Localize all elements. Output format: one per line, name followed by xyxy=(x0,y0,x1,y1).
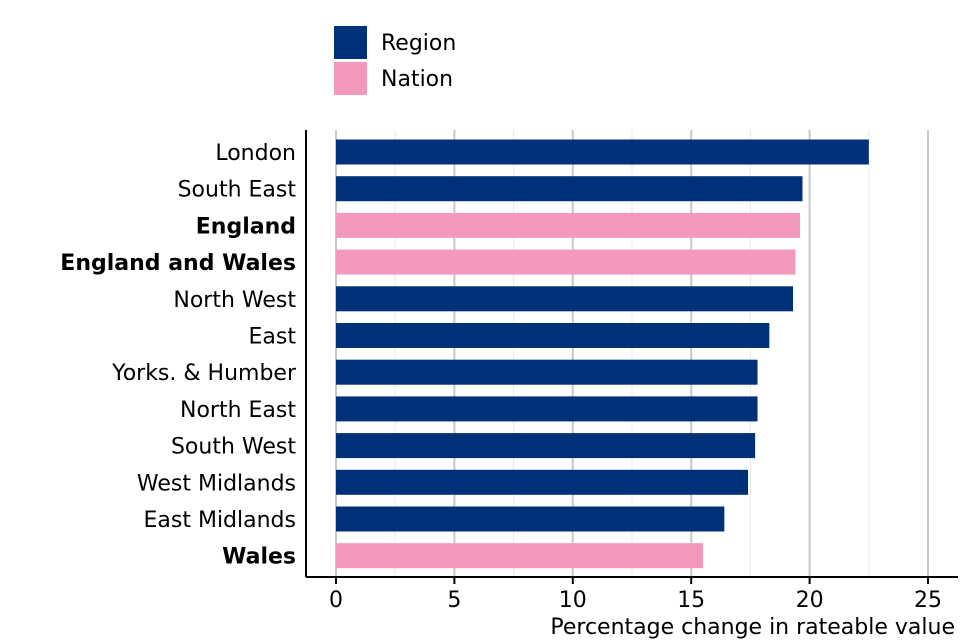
bar-east-midlands xyxy=(336,506,725,532)
bar-north-east xyxy=(336,396,758,422)
x-tick-label: 10 xyxy=(559,588,587,613)
category-label: England and Wales xyxy=(60,251,296,276)
x-tick-labels: 0 5 10 15 20 25 xyxy=(329,577,942,613)
x-tick-label: 5 xyxy=(447,588,461,613)
category-label: London xyxy=(215,141,296,166)
bar-north-west xyxy=(336,286,794,312)
x-tick-label: 0 xyxy=(329,588,343,613)
bar-south-east xyxy=(336,176,803,202)
category-label: Yorks. & Humber xyxy=(111,361,297,386)
category-label: Wales xyxy=(222,545,296,570)
x-tick-label: 20 xyxy=(796,588,824,613)
category-label: North East xyxy=(180,398,296,423)
legend-swatch-region xyxy=(334,26,367,59)
category-label: England xyxy=(196,214,296,239)
bar-wales xyxy=(336,543,704,569)
x-tick-label: 25 xyxy=(914,588,942,613)
bar-england-and-wales xyxy=(336,249,796,275)
category-label: North West xyxy=(173,288,296,313)
bars xyxy=(336,139,869,569)
legend-swatch-nation xyxy=(334,62,367,95)
bar-east xyxy=(336,323,770,348)
legend-label-region: Region xyxy=(381,31,456,56)
bar-south-west xyxy=(336,433,756,459)
axes xyxy=(305,130,958,578)
category-label: South East xyxy=(178,178,297,203)
grid xyxy=(335,130,929,577)
legend: Region Nation xyxy=(334,26,456,95)
category-labels: London South East England England and Wales… xyxy=(60,141,297,570)
category-label: West Midlands xyxy=(137,471,296,496)
category-label: East Midlands xyxy=(144,508,297,533)
x-axis-title: Percentage change in rateable value xyxy=(550,615,955,640)
category-label: East xyxy=(249,325,297,350)
x-tick-label: 15 xyxy=(677,588,705,613)
bar-england xyxy=(336,212,801,238)
bar-yorks-humber xyxy=(336,359,758,385)
category-label: South West xyxy=(171,435,296,460)
legend-label-nation: Nation xyxy=(381,67,453,92)
bar-london xyxy=(336,139,869,165)
bar-west-midlands xyxy=(336,469,749,495)
